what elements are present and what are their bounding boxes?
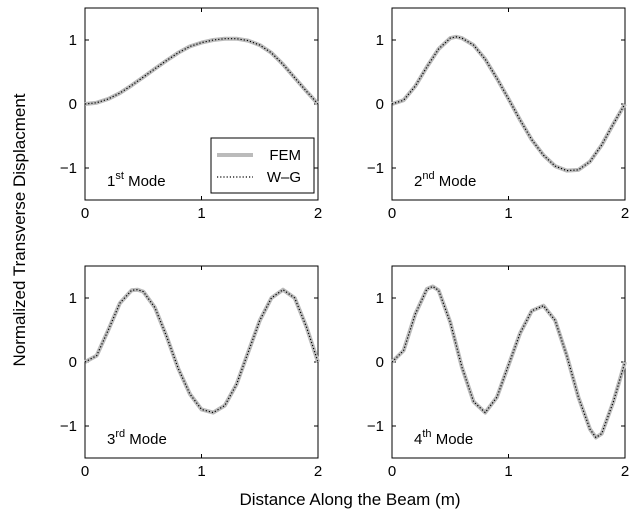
legend: FEM W–G (210, 137, 315, 194)
y-tick-label: −1 (367, 418, 384, 435)
series-line-fem (84, 287, 320, 415)
legend-label: FEM (269, 147, 301, 164)
mode-label: 3rd Mode (107, 428, 167, 448)
subplot-grid: 0 1 2 −1 0 1 1st Mode 0 1 2 −1 0 1 2nd Mode 0 1 2 −1 0 1 3rd… (60, 7, 629, 480)
y-axis-title: Normalized Transverse Displacment (10, 93, 29, 366)
y-tick-label: −1 (60, 160, 77, 177)
y-tick-label: 1 (69, 290, 77, 307)
legend-label: W–G (267, 169, 301, 186)
legend-box (210, 137, 315, 194)
x-tick-label: 1 (504, 205, 512, 222)
x-tick-label: 1 (197, 463, 205, 480)
y-tick-label: 0 (69, 354, 77, 371)
x-tick-label: 0 (81, 463, 89, 480)
y-tick-label: 1 (69, 32, 77, 49)
x-axis-title: Distance Along the Beam (m) (239, 490, 460, 509)
y-tick-label: 0 (376, 354, 384, 371)
mode-label: 4th Mode (414, 428, 473, 448)
axes-frame (391, 7, 626, 201)
y-tick-label: 1 (376, 32, 384, 49)
x-tick-label: 1 (197, 205, 205, 222)
series-line-wg (84, 38, 319, 105)
mode-label: 2nd Mode (414, 170, 476, 190)
series-line-wg (391, 285, 626, 439)
y-tick-label: −1 (60, 418, 77, 435)
subplot-1: 0 1 2 −1 0 1 1st Mode (60, 7, 322, 222)
mode-label: 1st Mode (107, 170, 166, 190)
y-tick-label: 1 (376, 290, 384, 307)
x-tick-label: 2 (621, 463, 629, 480)
x-tick-label: 0 (388, 205, 396, 222)
y-tick-label: 0 (69, 96, 77, 113)
x-tick-label: 1 (504, 463, 512, 480)
x-tick-label: 2 (314, 463, 322, 480)
x-tick-label: 0 (81, 205, 89, 222)
subplot-3: 0 1 2 −1 0 1 3rd Mode (60, 265, 322, 480)
x-tick-label: 2 (621, 205, 629, 222)
series-line-fem (391, 34, 627, 173)
x-tick-label: 0 (388, 463, 396, 480)
subplot-4: 0 1 2 −1 0 1 4th Mode (367, 265, 629, 480)
subplot-2: 0 1 2 −1 0 1 2nd Mode (367, 7, 629, 222)
x-tick-label: 2 (314, 205, 322, 222)
y-tick-label: −1 (367, 160, 384, 177)
y-tick-label: 0 (376, 96, 384, 113)
